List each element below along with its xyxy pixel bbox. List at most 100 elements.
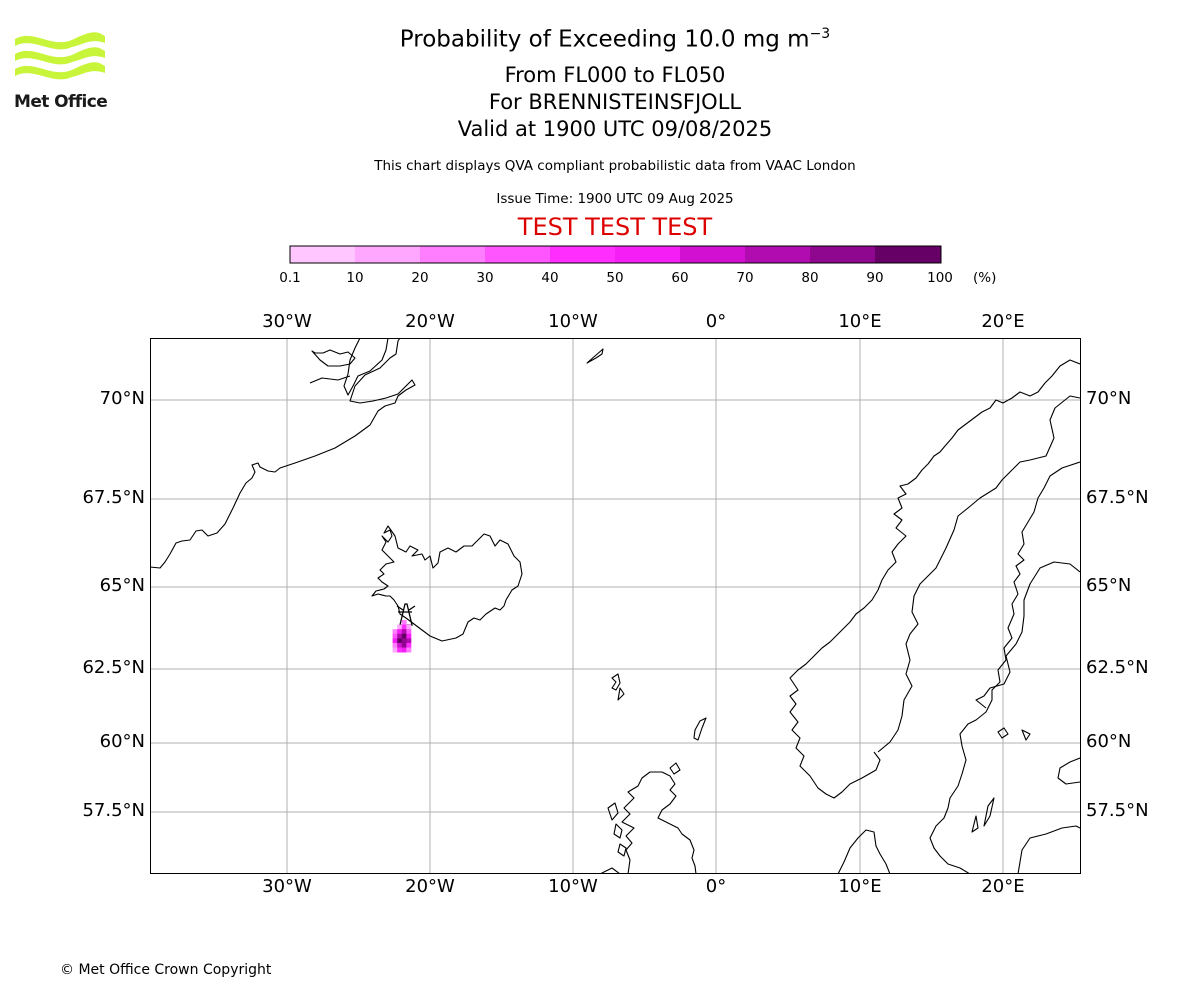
test-banner: TEST TEST TEST [517,213,713,241]
colorbar-tick-label: 90 [866,270,884,286]
probability-cell [397,629,403,635]
colorbar-tick-label: 20 [411,270,429,286]
faroe-islands-coastline [611,673,625,701]
colorbar-segment [615,246,681,263]
longitude-label: 10°E [838,311,882,332]
probability-cell [397,624,403,630]
colorbar-unit: (%) [973,270,997,286]
chart-description: This chart displays QVA compliant probab… [374,158,856,174]
norway-coastline [789,359,1080,799]
colorbar-segment [550,246,616,263]
latitude-label: 62.5°N [1086,657,1149,678]
latitude-label: 67.5°N [1086,487,1149,508]
colorbar-segment [745,246,811,263]
probability-cell [397,643,403,648]
logo-text: Met Office [14,92,108,112]
longitude-label: 20°E [981,311,1025,332]
colorbar-tick-label: 70 [736,270,754,286]
longitude-label: 20°E [981,876,1025,897]
probability-cell [392,643,398,648]
colorbar-tick-label: 30 [476,270,494,286]
probability-cell [401,633,407,639]
latitude-label: 65°N [99,575,145,596]
probability-plume [392,620,412,653]
probability-cell [401,638,407,644]
copyright-notice: © Met Office Crown Copyright [60,962,272,978]
denmark-coastline [837,829,891,873]
colorbar-tick-label: 10 [346,270,364,286]
colorbar-tick-label: 60 [671,270,689,286]
issue-time: Issue Time: 1900 UTC 09 Aug 2025 [496,191,734,207]
orkney-coastline [669,762,681,775]
longitude-label: 30°W [262,311,312,332]
colorbar-tick-label: 40 [541,270,559,286]
longitude-label: 10°W [548,311,598,332]
volcano-marker-icon [396,603,416,626]
latitude-label: 67.5°N [82,487,145,508]
probability-cell [406,638,412,644]
colorbar-segment [810,246,876,263]
valid-time: Valid at 1900 UTC 09/08/2025 [457,117,773,141]
aland-coastline [997,727,1031,741]
probability-cell [406,624,412,630]
probability-cell [392,633,398,639]
met-office-logo-icon [15,32,105,80]
probability-cell [401,620,407,625]
colorbar-tick-label: 50 [606,270,624,286]
greenland-coastline [150,338,416,569]
finland-coastline [975,561,1080,709]
probability-cell [392,629,398,635]
probability-cell [397,647,403,653]
longitude-label: 10°E [838,876,882,897]
longitude-label: 0° [705,876,727,897]
map-gridlines [150,338,1080,873]
probability-cell [406,643,412,648]
latitude-label: 57.5°N [82,800,145,821]
latitude-label: 57.5°N [1086,800,1149,821]
probability-cell [397,633,403,639]
colorbar-tick-label: 80 [801,270,819,286]
longitude-label: 30°W [262,876,312,897]
colorbar-segment [680,246,746,263]
longitude-label: 0° [705,311,727,332]
probability-cell [406,629,412,635]
latitude-label: 65°N [1086,575,1132,596]
latitude-label: 70°N [1086,388,1132,409]
probability-cell [401,624,407,630]
scotland-coastline [600,771,697,873]
latitude-label: 60°N [1086,731,1132,752]
longitude-label: 20°W [405,311,455,332]
probability-cell [406,633,412,639]
longitude-label: 10°W [548,876,598,897]
probability-cell [401,629,407,635]
gotland-coastline [971,797,995,833]
jan-mayen-coastline [586,348,604,364]
colorbar-segment [420,246,486,263]
probability-colorbar [289,245,942,264]
colorbar-tick-label: 100 [927,270,953,286]
hebrides-coastline [607,802,627,857]
greenland-inlet [343,338,389,396]
colorbar-segment [485,246,551,263]
probability-cell [401,647,407,653]
chart-title: Probability of Exceeding 10.0 mg m−3 [399,26,831,53]
colorbar-segment [355,246,421,263]
greenland-island [311,349,356,367]
latitude-label: 60°N [99,731,145,752]
estonia-coastline [1057,757,1080,785]
volcano-name: For BRENNISTEINSFJOLL [488,90,742,114]
colorbar-segment [875,246,941,263]
probability-cell [406,647,412,653]
level-range: From FL000 to FL050 [504,63,726,87]
norway-sweden-border [877,395,1080,753]
probability-cell [397,638,403,644]
shetland-coastline [693,717,707,741]
latitude-label: 70°N [99,388,145,409]
probability-cell [392,647,398,653]
baltic-coastline [1017,825,1080,873]
iceland-coastline [371,525,523,642]
latitude-label: 62.5°N [82,657,145,678]
colorbar-tick-label: 0.1 [279,270,301,286]
map-frame [150,338,1081,874]
greenland-inlet-2 [309,375,351,384]
